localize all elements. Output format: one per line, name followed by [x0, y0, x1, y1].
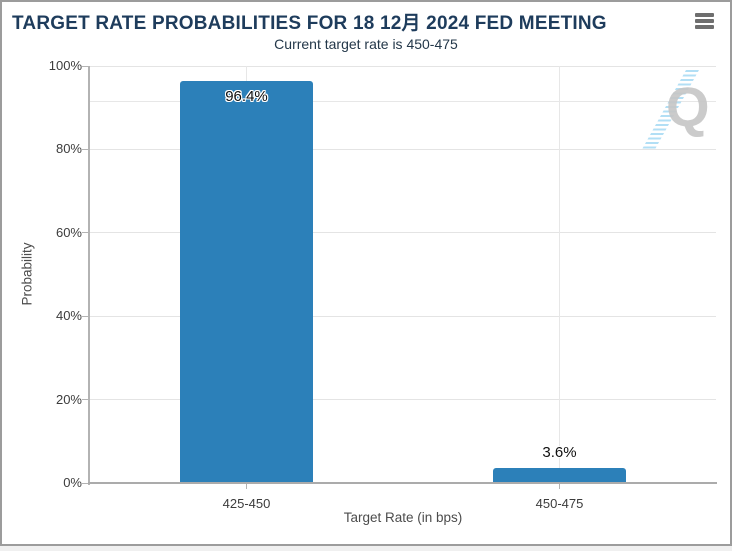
- hamburger-icon: [695, 25, 714, 29]
- y-tick-label: 0%: [63, 475, 82, 490]
- chart-bar[interactable]: [180, 81, 313, 483]
- watermark-dashes-icon: [641, 70, 699, 150]
- menu-button[interactable]: [693, 11, 717, 33]
- y-tick-label: 20%: [55, 391, 82, 407]
- y-axis-tick: [82, 315, 90, 317]
- y-axis-tick: [82, 65, 90, 67]
- x-axis-title: Target Rate (in bps): [343, 510, 463, 525]
- value-label: 3.6%: [542, 443, 577, 461]
- extra-gridline: [90, 101, 716, 103]
- y-tick-label: 80%: [55, 141, 82, 157]
- category-gridline: [559, 66, 560, 483]
- y-axis-tick: [82, 482, 90, 484]
- y-axis-tick: [82, 232, 90, 234]
- y-axis-title: Probability: [19, 242, 35, 306]
- y-axis-line: [88, 66, 90, 485]
- y-tick-label: 40%: [55, 308, 82, 324]
- chart-bar[interactable]: [493, 467, 626, 483]
- hamburger-icon: [695, 19, 714, 23]
- watermark: Q: [630, 66, 732, 186]
- y-tick-label: 60%: [55, 224, 82, 240]
- watermark-q-icon: Q: [666, 75, 710, 138]
- plot-area: Q 0% 20% 40% 60% 80% 100% 96.4% 425-450 3.6% 450-…: [49, 58, 717, 511]
- chart-title: TARGET RATE PROBABILITIES FOR 18 12月 202…: [12, 13, 607, 34]
- y-gridline: [90, 315, 716, 317]
- y-gridline: [90, 65, 716, 67]
- y-axis-tick: [82, 399, 90, 401]
- x-axis-tick: [246, 483, 247, 489]
- chart-subtitle: Current target rate is 450-475: [274, 36, 458, 52]
- y-gridline: [90, 232, 716, 234]
- y-gridline: [90, 399, 716, 401]
- hamburger-icon: [695, 13, 714, 17]
- x-tick-label: 425-450: [222, 496, 271, 511]
- y-tick-label: 100%: [48, 58, 82, 73]
- x-axis-line: [88, 482, 717, 484]
- value-label: 96.4%: [225, 88, 268, 105]
- y-gridline: [90, 148, 716, 150]
- x-axis-tick: [559, 483, 560, 489]
- x-tick-label: 450-475: [535, 496, 584, 511]
- y-axis-tick: [82, 148, 90, 150]
